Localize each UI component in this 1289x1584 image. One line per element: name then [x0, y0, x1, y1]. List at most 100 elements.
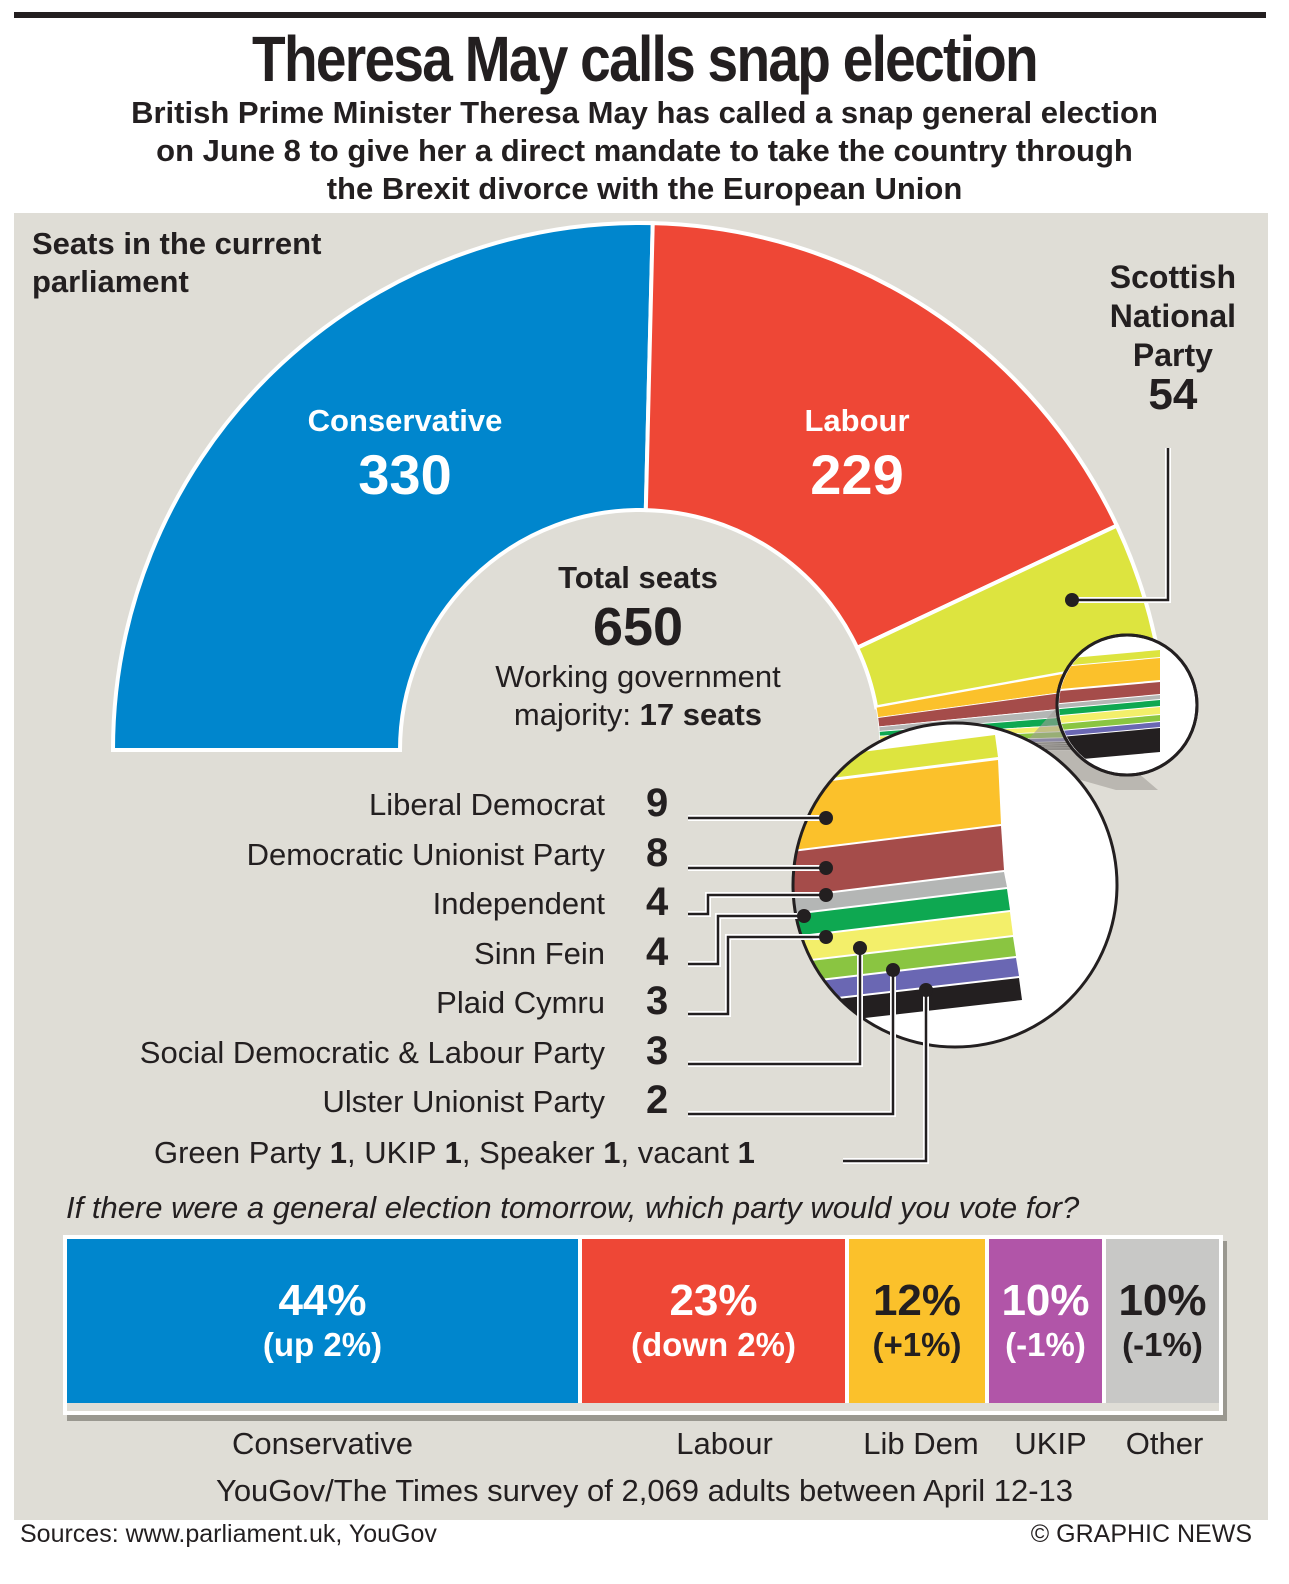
- zoom-stripe-sdlp: [793, 937, 1016, 986]
- credit-note: © GRAPHIC NEWS: [1030, 1520, 1252, 1548]
- poll-value-libdem: 12%: [872, 1276, 962, 1325]
- conservative-seats: 330: [358, 443, 452, 506]
- leader-line-plaid: [688, 935, 826, 1016]
- snp-label-line: National: [1109, 298, 1236, 334]
- labour-label: Labour: [804, 403, 910, 438]
- party-seats-sdlp: 3: [646, 1029, 669, 1073]
- seat-segment-labour: [643, 221, 1120, 651]
- minor-name: vacant: [637, 1135, 738, 1170]
- snp-label-line: Scottish: [1109, 259, 1236, 295]
- poll-segment-ukip: 10% (-1%): [989, 1239, 1106, 1403]
- party-name-sdlp: Social Democratic & Labour Party: [139, 1035, 605, 1070]
- minor-value: 1: [329, 1135, 347, 1170]
- zoom-stripe-dup: [793, 826, 1004, 900]
- leader-dot-dup: [819, 861, 833, 875]
- poll-question: If there were a general election tomorro…: [66, 1190, 1080, 1225]
- snp-label-line: Party: [1132, 337, 1213, 373]
- leader-line-sinnfein: [688, 914, 804, 966]
- party-seats-independent: 4: [646, 880, 669, 924]
- subtitle-line: on June 8 to give her a direct mandate t…: [156, 133, 1133, 168]
- poll-change-labour: (down 2%): [631, 1326, 796, 1363]
- zoom-stripe-plaid: [793, 912, 1013, 965]
- labour-seats: 229: [810, 443, 904, 506]
- poll-category-conservative: Conservative: [232, 1426, 413, 1461]
- zoom-small-stripe-sdlp: [1059, 715, 1160, 731]
- minor-value: 1: [444, 1135, 462, 1170]
- leader-dot-libdem: [819, 811, 833, 825]
- zoom-small-stripe-uup: [1059, 722, 1160, 737]
- total-seats-label: Total seats: [558, 560, 718, 595]
- party-seats-plaid: 3: [646, 979, 669, 1023]
- leader-dot-independent: [819, 888, 833, 902]
- minor-name: Speaker: [479, 1135, 604, 1170]
- seats-heading-line: Seats in the current: [32, 226, 322, 261]
- party-name-uup: Ulster Unionist Party: [322, 1084, 605, 1119]
- zoom-stripe-sinnfein: [793, 889, 1010, 940]
- minor-value: 1: [603, 1135, 621, 1170]
- snp-seats: 54: [1148, 370, 1198, 419]
- poll-category-labour: Labour: [676, 1426, 773, 1461]
- poll-value-ukip: 10%: [1001, 1276, 1090, 1325]
- minor-name: UKIP: [364, 1135, 445, 1170]
- top-rule: [14, 12, 1266, 18]
- minor-name: Green Party: [154, 1135, 330, 1170]
- poll-category-libdem: Lib Dem: [863, 1426, 979, 1461]
- zoom-small-outline: [1055, 633, 1199, 777]
- poll-change-other: (-1%): [1122, 1326, 1203, 1363]
- leader-line-sdlp: [688, 948, 862, 1066]
- leader-dot-sdlp: [853, 941, 867, 955]
- party-name-dup: Democratic Unionist Party: [246, 837, 605, 872]
- party-name-independent: Independent: [432, 886, 605, 921]
- party-seats-uup: 2: [646, 1078, 669, 1122]
- leader-dot-uup: [886, 963, 900, 977]
- seats-heading: Seats in the current parliament: [32, 225, 321, 301]
- leader-line-uup: [688, 970, 895, 1116]
- conservative-label: Conservative: [307, 403, 503, 438]
- leader-dot-snp: [1065, 593, 1079, 607]
- poll-change-libdem: (+1%): [872, 1326, 962, 1363]
- total-seats-value: 650: [592, 597, 684, 657]
- poll-bar: 44% (up 2%) 23% (down 2%) 12% (+1%) 10% …: [63, 1235, 1223, 1415]
- party-seats-sinnfein: 4: [646, 930, 669, 974]
- majority-line2: majority: 17 seats: [438, 696, 838, 734]
- poll-segment-libdem: 12% (+1%): [849, 1239, 989, 1403]
- minor-value: 1: [737, 1135, 755, 1170]
- party-seats-dup: 8: [646, 831, 669, 875]
- survey-note: YouGov/The Times survey of 2,069 adults …: [215, 1473, 1074, 1508]
- zoom-small-stripe-independent: [1059, 695, 1160, 709]
- poll-value-other: 10%: [1118, 1276, 1207, 1325]
- subtitle-line: the Brexit divorce with the European Uni…: [326, 171, 963, 206]
- party-name-plaid: Plaid Cymru: [436, 985, 605, 1020]
- seat-segment-conservative: [110, 221, 655, 752]
- zoom-large-circle-outline: [791, 721, 1119, 1049]
- zoom-small-stripe-plaid: [1059, 707, 1160, 724]
- majority-prefix: majority:: [513, 697, 640, 732]
- leader-dot-sinnfein: [797, 909, 811, 923]
- total-seats-box: Total seats 650 Working government major…: [438, 560, 838, 734]
- poll-segment-labour: 23% (down 2%): [582, 1239, 849, 1403]
- snp-label: Scottish National Party 54: [1109, 258, 1236, 419]
- zoom-stripe-independent: [793, 872, 1007, 917]
- poll-category-other: Other: [1125, 1426, 1204, 1461]
- majority-line1: Working government: [495, 659, 781, 694]
- party-seats-libdem: 9: [646, 781, 669, 825]
- minor-parties-line: Green Party 1, UKIP 1, Speaker 1, vacant…: [154, 1135, 755, 1170]
- poll-change-conservative: (up 2%): [262, 1326, 383, 1363]
- leader-dot-minor: [919, 983, 933, 997]
- poll-change-ukip: (-1%): [1005, 1326, 1086, 1363]
- leader-dot-plaid: [819, 930, 833, 944]
- poll-value-conservative: 44%: [278, 1276, 367, 1325]
- poll-category-ukip: UKIP: [1014, 1426, 1087, 1461]
- poll-segment-other: 10% (-1%): [1106, 1239, 1219, 1403]
- leader-line-minor: [843, 990, 928, 1163]
- sources-note: Sources: www.parliament.uk, YouGov: [20, 1520, 437, 1548]
- leader-line-snp: [1072, 448, 1170, 602]
- subtitle-line: British Prime Minister Theresa May has c…: [131, 95, 1158, 130]
- zoom-small-stripe-sinnfein: [1059, 700, 1160, 716]
- party-name-libdem: Liberal Democrat: [368, 787, 605, 822]
- zoom-small-stripe-libdem: [1059, 658, 1160, 690]
- leader-line-independent: [688, 893, 826, 916]
- poll-value-labour: 23%: [669, 1276, 758, 1325]
- zoom-small-stripe-dup: [1059, 682, 1160, 704]
